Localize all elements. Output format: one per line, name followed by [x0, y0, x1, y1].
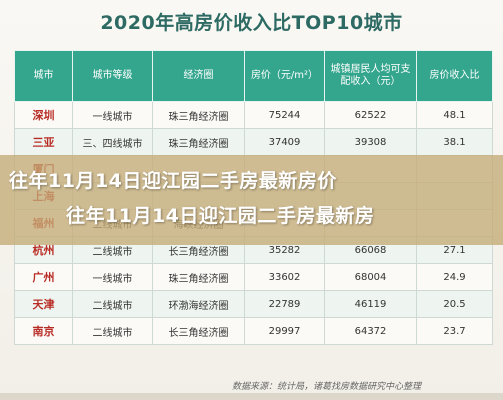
- table-cell: 39308: [324, 128, 417, 156]
- table-cell: 三、四线城市: [72, 128, 153, 156]
- city-cell: 天津: [14, 290, 73, 318]
- table-row: 深圳 一线城市 珠三角经济圈 75244 62522 48.1: [14, 101, 493, 129]
- column-header: 房价收入比: [416, 50, 493, 102]
- overlay-banner: [0, 155, 503, 245]
- table-cell: 48.1: [416, 101, 493, 129]
- column-header: 房价（元/m²）: [244, 50, 325, 102]
- table-header-row: 城市 城市等级 经济圈 房价（元/m²） 城镇居民人均可支配收入（元） 房价收入…: [14, 50, 493, 102]
- table-cell: 22789: [244, 290, 325, 318]
- table-cell: 24.9: [416, 263, 493, 291]
- table-cell: 29997: [244, 317, 325, 345]
- banner-headline: 往年11月14日迎江园二手房最新房价: [9, 170, 337, 192]
- column-header: 城镇居民人均可支配收入（元）: [324, 50, 417, 102]
- page-title: 2020年高房价收入比TOP10城市: [100, 12, 403, 34]
- city-cell: 三亚: [14, 128, 73, 156]
- table-cell: 一线城市: [72, 263, 153, 291]
- table-row: 三亚 三、四线城市 珠三角经济圈 37409 39308 38.1: [14, 128, 493, 156]
- table-cell: 68004: [324, 263, 417, 291]
- table-row: 天津 二线城市 环渤海经济圈 22789 46119 20.5: [14, 290, 493, 318]
- table-cell: 37409: [244, 128, 325, 156]
- table-row: 南京 二线城市 长三角经济圈 29997 64372 23.7: [14, 317, 493, 345]
- table-cell: 20.5: [416, 290, 493, 318]
- table-cell: 二线城市: [72, 290, 153, 318]
- column-header: 经济圈: [152, 50, 245, 102]
- bottom-strip: [0, 393, 503, 400]
- banner-subheadline: 往年11月14日迎江园二手房最新房: [66, 205, 375, 227]
- column-header: 城市等级: [72, 50, 153, 102]
- table-cell: 珠三角经济圈: [152, 128, 245, 156]
- city-cell: 深圳: [14, 101, 73, 129]
- table-cell: 一线城市: [72, 101, 153, 129]
- table-cell: 62522: [324, 101, 417, 129]
- table-cell: 33602: [244, 263, 325, 291]
- table-cell: 75244: [244, 101, 325, 129]
- table-cell: 23.7: [416, 317, 493, 345]
- table-cell: 38.1: [416, 128, 493, 156]
- table-cell: 64372: [324, 317, 417, 345]
- city-cell: 南京: [14, 317, 73, 345]
- city-cell: 广州: [14, 263, 73, 291]
- table-cell: 长三角经济圈: [152, 317, 245, 345]
- column-header: 城市: [14, 50, 73, 102]
- table-cell: 环渤海经济圈: [152, 290, 245, 318]
- table-cell: 46119: [324, 290, 417, 318]
- table-row: 广州 一线城市 珠三角经济圈 33602 68004 24.9: [14, 263, 493, 291]
- table-cell: 珠三角经济圈: [152, 101, 245, 129]
- source-note: 数据来源：统计局，诸葛找房数据研究中心整理: [232, 382, 422, 392]
- table-cell: 二线城市: [72, 317, 153, 345]
- table-cell: 珠三角经济圈: [152, 263, 245, 291]
